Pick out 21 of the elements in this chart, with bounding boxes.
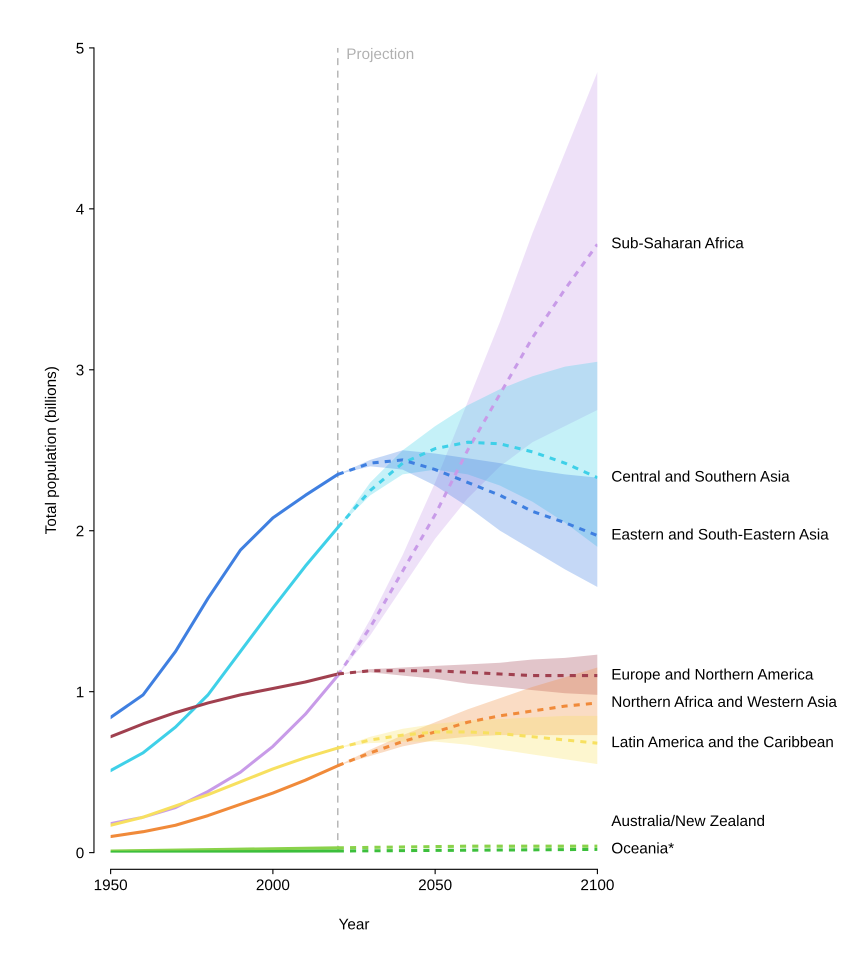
x-axis-title: Year xyxy=(338,918,370,930)
y-tick-label: 4 xyxy=(76,204,84,214)
ref-line-label: Projection xyxy=(348,48,414,62)
series-label: Europe and Northern America xyxy=(612,668,814,683)
x-tick-label: 2050 xyxy=(418,879,452,890)
y-tick-label: 3 xyxy=(76,364,84,376)
series-label: Central and Southern Asia xyxy=(612,470,790,482)
series-label: Latin America and the Caribbean xyxy=(612,736,833,748)
y-tick-label: 2 xyxy=(76,526,84,536)
y-tick-label: 1 xyxy=(76,686,84,698)
series-label: Australia/New Zealand xyxy=(611,814,764,826)
x-tick-label: 1950 xyxy=(94,879,128,890)
y-tick-label: 0 xyxy=(76,847,84,858)
x-tick-label: 2000 xyxy=(256,879,290,890)
y-tick-label: 5 xyxy=(76,42,84,54)
x-tick-label: 2100 xyxy=(581,879,614,890)
series-label: Eastern and South-Eastern Asia xyxy=(612,528,829,540)
series-label: Sub-Saharan Africa xyxy=(612,237,744,248)
series-label: Oceania* xyxy=(612,842,674,854)
y-axis-title: Total population (billions) xyxy=(44,367,60,534)
series-label: Northern Africa and Western Asia xyxy=(612,696,837,708)
